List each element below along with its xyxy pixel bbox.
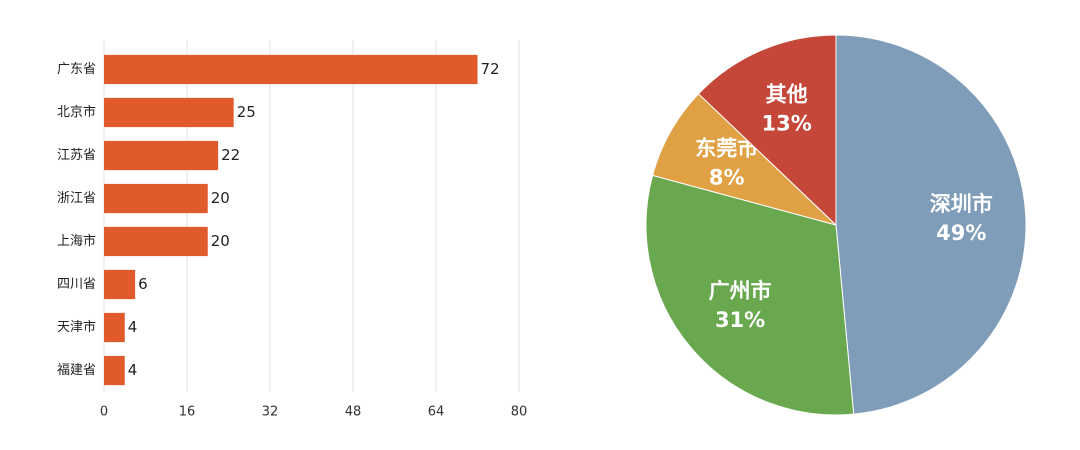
- y-tick-label: 福建省: [57, 363, 96, 378]
- bar: [104, 269, 136, 300]
- slice-value-label: 13%: [762, 112, 812, 136]
- y-tick-label: 浙江省: [57, 191, 96, 206]
- value-label: 6: [138, 275, 148, 293]
- value-label: 72: [481, 60, 500, 78]
- value-label: 25: [237, 103, 256, 121]
- x-tick-label: 64: [428, 405, 445, 420]
- pie-slice: [651, 93, 837, 226]
- value-label: 20: [211, 232, 230, 250]
- x-tick-label: 80: [511, 405, 528, 420]
- pie-slice: [697, 34, 837, 227]
- x-tick-label: 0: [100, 405, 108, 420]
- slice-name: 深圳市: [930, 192, 993, 216]
- value-label: 20: [211, 189, 230, 207]
- y-tick-label: 四川省: [57, 277, 96, 292]
- y-tick-label: 江苏省: [57, 147, 96, 163]
- slice-value-label: 8%: [709, 165, 745, 189]
- x-tick-label: 32: [262, 405, 279, 420]
- pie-slice: [645, 174, 855, 416]
- x-tick-label: 48: [345, 405, 362, 420]
- bar: [104, 140, 219, 171]
- bar: [104, 54, 478, 85]
- bar: [104, 97, 234, 128]
- y-tick-label: 上海市: [57, 233, 96, 249]
- y-tick-label: 广东省: [57, 62, 96, 77]
- value-label: 4: [128, 361, 138, 379]
- bar: [104, 355, 125, 386]
- slice-name: 广州市: [709, 279, 772, 303]
- bar: [104, 226, 208, 257]
- slice-value-label: 49%: [936, 221, 986, 245]
- slice-value-label: 31%: [715, 308, 765, 332]
- slice-name: 其他: [766, 83, 808, 107]
- y-tick-label: 天津市: [57, 319, 96, 335]
- x-tick-label: 16: [179, 405, 196, 420]
- pie-slice: [835, 34, 1027, 415]
- value-label: 4: [128, 318, 138, 336]
- value-label: 22: [221, 146, 240, 164]
- bar: [104, 183, 208, 214]
- bar: [104, 312, 125, 343]
- y-tick-label: 北京市: [57, 104, 96, 120]
